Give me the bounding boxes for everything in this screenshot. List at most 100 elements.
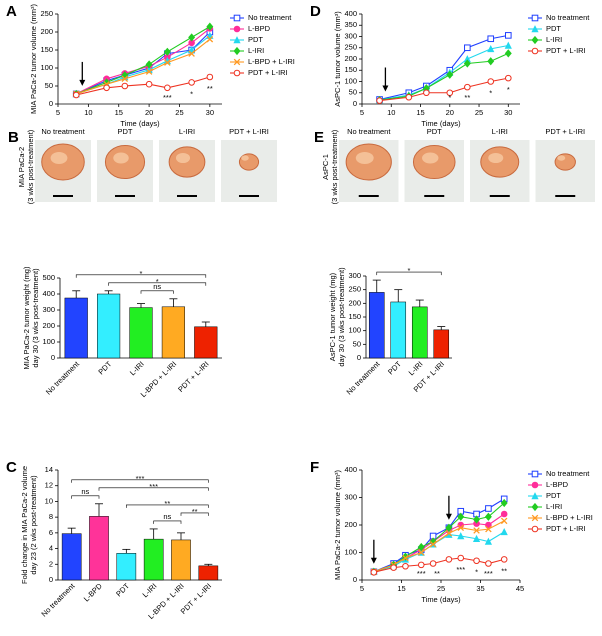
legend-label: L-BPD (248, 24, 271, 33)
arrow-head (370, 557, 377, 564)
y-tick-label: 6 (49, 528, 53, 537)
legend-label: No treatment (546, 13, 590, 22)
bar (433, 329, 450, 359)
panel-letter: C (6, 459, 17, 476)
legend-label: L-BPD + L-IRI (248, 57, 295, 66)
marker (463, 59, 471, 68)
marker (417, 561, 425, 569)
significance: ** (164, 499, 170, 508)
y-axis-label: day 30 (3 wks post-treatment) (337, 267, 346, 367)
bar (97, 293, 121, 359)
bar (171, 539, 191, 581)
legend-label: L-IRI (248, 46, 264, 55)
y-tick-label: 8 (49, 512, 53, 521)
bar (116, 553, 137, 581)
marker (233, 25, 241, 33)
marker (464, 83, 471, 91)
y-axis-label: MIA PaCa-2 tumor volume (mm³) (333, 469, 342, 580)
marker (206, 35, 214, 43)
marker (390, 564, 397, 571)
photo-label: No treatment (347, 127, 391, 136)
x-tick-label: No treatment (39, 581, 77, 619)
marker (500, 517, 508, 525)
marker (163, 47, 171, 56)
marker (145, 60, 153, 69)
tumor-highlight (113, 152, 129, 164)
marker (504, 49, 512, 58)
y-tick-label: 300 (42, 305, 55, 314)
marker (457, 532, 465, 540)
y-axis-label: day 30 (3 wks post-treatment) (31, 268, 40, 368)
significance: ** (434, 569, 440, 578)
marker (500, 510, 508, 518)
marker (145, 68, 153, 75)
arrow-head (79, 79, 86, 86)
marker (485, 560, 492, 567)
marker (473, 557, 480, 565)
y-axis-label: MIA PaCa-2 tumor weight (mg) (22, 266, 31, 369)
x-tick-label: 5 (360, 584, 364, 593)
significance: ** (192, 507, 198, 516)
x-tick-label: 15 (397, 584, 405, 593)
y-axis-label: AsPC-1 tumor weight (mg) (328, 272, 337, 361)
significance: * (140, 269, 143, 278)
significance: ns (163, 512, 171, 521)
marker (485, 505, 492, 512)
marker (402, 554, 409, 562)
legend-label: PDT (546, 491, 561, 500)
tumor-highlight (355, 152, 374, 164)
series-line (373, 502, 505, 573)
marker (121, 75, 129, 83)
marker (417, 542, 425, 552)
significance: *** (149, 482, 158, 491)
marker (531, 525, 539, 533)
marker (457, 524, 465, 532)
y-tick-label: 300 (348, 271, 361, 280)
y-tick-label: 2 (49, 559, 53, 568)
y-tick-label: 300 (344, 492, 357, 501)
x-tick-label: 25 (175, 108, 183, 117)
photo-side-label: (3 wks post-treatment) (330, 129, 339, 204)
significance: * (190, 89, 193, 98)
significance: *** (163, 93, 172, 102)
photo-label: PDT (427, 127, 442, 136)
panel-letter: B (8, 129, 19, 146)
marker (417, 549, 425, 556)
marker (487, 35, 495, 43)
photo-label: L-IRI (492, 127, 508, 136)
significance: * (507, 85, 510, 94)
x-axis-label: Time (days) (421, 595, 461, 604)
legend-label: L-IRI (546, 502, 562, 511)
photo-label: No treatment (41, 127, 85, 136)
marker (188, 33, 196, 42)
marker (485, 525, 492, 533)
marker (233, 69, 241, 77)
panel-letter: E (314, 129, 324, 146)
significance: * (489, 88, 492, 97)
y-tick-label: 4 (49, 544, 53, 553)
x-tick-label: 15 (416, 108, 424, 117)
marker (500, 498, 508, 508)
y-tick-label: 350 (344, 20, 357, 29)
significance: ** (207, 84, 213, 93)
arrow-head (382, 85, 389, 92)
marker (188, 79, 195, 86)
y-tick-label: 0 (357, 353, 361, 362)
x-tick-label: L-IRI (141, 581, 159, 599)
legend-label: PDT (546, 24, 561, 33)
photo (535, 140, 595, 202)
y-tick-label: 0 (353, 99, 357, 108)
significance-bracket (153, 520, 182, 524)
significance: *** (417, 569, 426, 578)
significance: * (408, 266, 411, 275)
y-axis-label: Fold change in MIA PaCa-2 volume (20, 466, 29, 584)
marker (504, 32, 512, 39)
tumor-highlight (50, 152, 68, 164)
x-tick-label: No treatment (345, 359, 383, 397)
y-tick-label: 12 (45, 481, 53, 490)
x-axis-label: Time (days) (120, 119, 160, 128)
x-tick-label: PDT (96, 359, 113, 376)
legend-label: PDT + L-IRI (248, 68, 288, 77)
marker (233, 58, 241, 66)
